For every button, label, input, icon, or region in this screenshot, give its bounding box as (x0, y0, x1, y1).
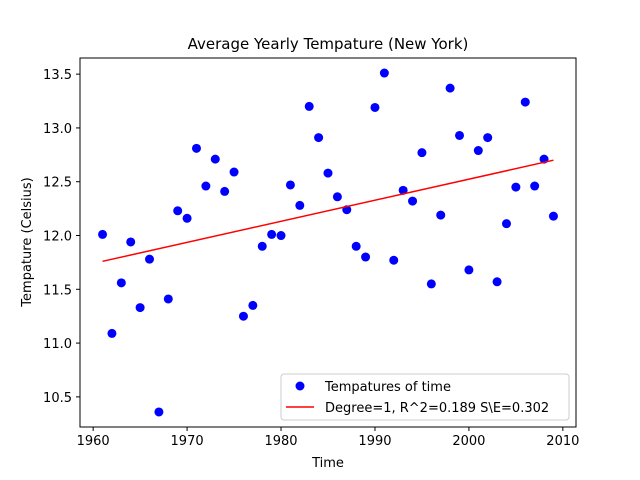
data-point (314, 133, 324, 143)
data-point (520, 97, 530, 107)
data-point (548, 211, 558, 221)
data-point (426, 279, 436, 289)
data-point (501, 219, 511, 229)
data-point (210, 154, 220, 164)
legend-box (280, 373, 570, 421)
series-layer (98, 68, 558, 417)
y-tick-label: 12.5 (43, 176, 72, 191)
data-point (483, 133, 493, 143)
data-point (455, 130, 465, 140)
plot-frame (79, 57, 577, 428)
x-tick-label: 1980 (264, 434, 297, 449)
y-axis-label: Tempature (Celsius) (20, 177, 35, 307)
x-tick-label: 1990 (358, 434, 391, 449)
data-point (332, 192, 342, 202)
data-point (154, 407, 164, 417)
data-point (530, 181, 540, 191)
y-tick-label: 13.5 (43, 68, 72, 83)
data-point (191, 143, 201, 153)
x-tick-label: 2000 (452, 434, 485, 449)
data-point (173, 206, 183, 216)
data-point (182, 213, 192, 223)
y-axis: 10.5 11.0 11.5 12.0 12.5 13.0 13.5 (43, 68, 80, 406)
data-point (126, 237, 136, 247)
data-point (351, 241, 361, 251)
data-point (285, 180, 295, 190)
y-tick-label: 11.0 (43, 337, 72, 352)
data-point (304, 101, 314, 111)
data-point (238, 311, 248, 321)
data-point (417, 148, 427, 158)
data-point (98, 229, 108, 239)
data-point (511, 182, 521, 192)
data-point (248, 300, 258, 310)
data-point (473, 146, 483, 156)
y-tick-label: 13.0 (43, 122, 72, 137)
data-point (398, 185, 408, 195)
legend: Tempatures of time Degree=1, R^2=0.189 S… (280, 373, 570, 421)
data-point (370, 102, 380, 112)
x-axis-label: Time (311, 456, 344, 471)
data-point (201, 181, 211, 191)
x-tick-label: 1970 (171, 434, 204, 449)
x-tick-label: 2010 (546, 434, 579, 449)
plot-area (80, 58, 576, 427)
y-tick-label: 12.0 (43, 230, 72, 245)
data-point (229, 167, 239, 177)
data-point (107, 328, 117, 338)
data-point (408, 196, 418, 206)
data-point (492, 277, 502, 287)
data-point (389, 255, 399, 265)
data-point (361, 252, 371, 262)
legend-fit-line-label: Degree=1, R^2=0.189 S\E=0.302 (325, 401, 549, 416)
data-point (135, 303, 145, 313)
data-point (379, 68, 389, 78)
regression-line (102, 159, 554, 263)
legend-scatter-marker (295, 381, 305, 391)
data-point (267, 229, 277, 239)
data-point (464, 265, 474, 275)
data-point (163, 294, 173, 304)
x-axis: 1960 1970 1980 1990 2000 2010 (77, 427, 579, 449)
data-point (436, 210, 446, 220)
chart-title: Average Yearly Tempature (New York) (188, 35, 469, 53)
data-point (220, 186, 230, 196)
data-point (295, 200, 305, 210)
x-tick-label: 1960 (77, 434, 110, 449)
y-tick-label: 11.5 (43, 283, 72, 298)
legend-scatter-label: Tempatures of time (324, 380, 451, 395)
data-point (145, 254, 155, 264)
data-point (276, 231, 286, 241)
data-point (445, 83, 455, 93)
y-tick-label: 10.5 (43, 391, 72, 406)
data-point (116, 278, 126, 288)
data-point (323, 168, 333, 178)
data-point (257, 241, 267, 251)
